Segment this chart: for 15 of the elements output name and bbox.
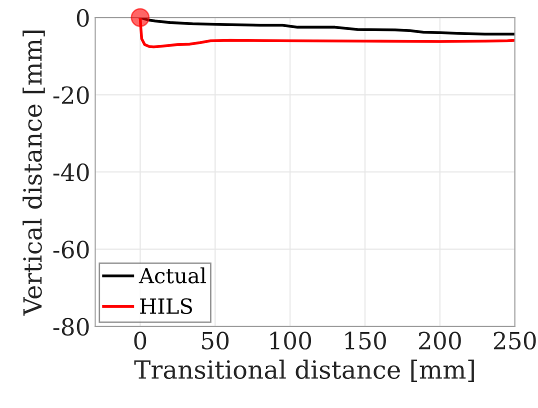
legend-label: Actual xyxy=(138,267,206,284)
x-tick-label: 150 xyxy=(345,332,386,350)
x-axis-title: Transitional distance [mm] xyxy=(134,360,474,382)
x-tick-label: 200 xyxy=(419,332,461,350)
x-tick-label: 50 xyxy=(202,332,229,350)
y-tick-label: -40 xyxy=(53,163,89,182)
y-tick-label: -20 xyxy=(53,86,89,104)
x-tick-label: 100 xyxy=(270,332,312,350)
y-tick-label: -80 xyxy=(53,318,89,336)
y-tick-label: -60 xyxy=(53,240,89,258)
x-tick-label: 0 xyxy=(134,332,146,350)
y-axis-title: Vertical distance [mm] xyxy=(22,30,45,316)
y-tick-label: 0 xyxy=(76,8,89,27)
x-tick-label: 250 xyxy=(494,332,536,350)
legend-label: HILS xyxy=(140,298,192,314)
